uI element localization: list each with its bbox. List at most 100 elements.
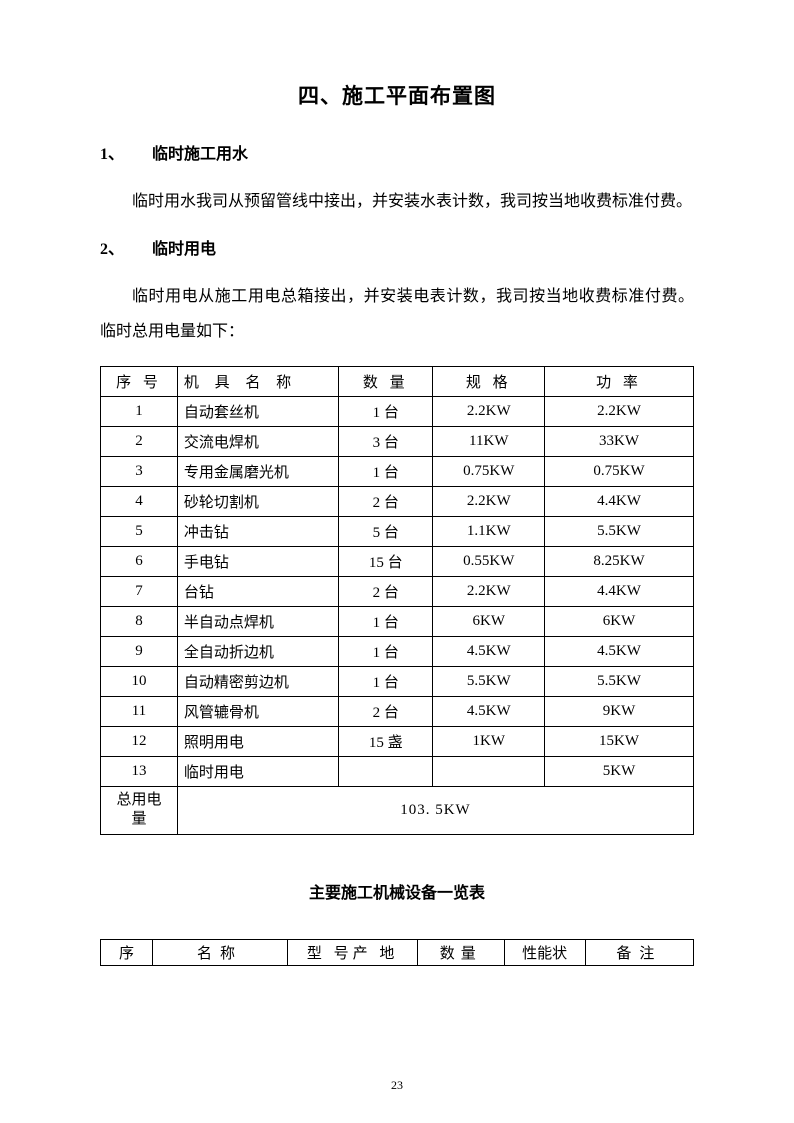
cell-qty: 2 台 xyxy=(339,696,433,726)
cell-seq: 12 xyxy=(101,726,178,756)
cell-spec: 2.2KW xyxy=(433,576,545,606)
cell-power: 5KW xyxy=(545,756,694,786)
page-number: 23 xyxy=(0,1078,794,1093)
table-row: 5 冲击钻 5 台 1.1KW 5.5KW xyxy=(101,516,694,546)
section-1-num: 1、 xyxy=(100,140,152,164)
cell-spec: 4.5KW xyxy=(433,636,545,666)
cell-name: 临时用电 xyxy=(177,756,338,786)
cell-spec: 5.5KW xyxy=(433,666,545,696)
table-row: 2 交流电焊机 3 台 11KW 33KW xyxy=(101,426,694,456)
cell-seq: 6 xyxy=(101,546,178,576)
cell-qty: 2 台 xyxy=(339,576,433,606)
cell-qty: 1 台 xyxy=(339,666,433,696)
header-seq: 序 号 xyxy=(101,366,178,396)
cell-power: 8.25KW xyxy=(545,546,694,576)
power-table: 序 号 机 具 名 称 数 量 规 格 功 率 1 自动套丝机 1 台 2.2K… xyxy=(100,366,694,835)
cell-qty: 1 台 xyxy=(339,636,433,666)
table-row: 8 半自动点焊机 1 台 6KW 6KW xyxy=(101,606,694,636)
cell-spec: 1.1KW xyxy=(433,516,545,546)
cell-power: 2.2KW xyxy=(545,396,694,426)
section-2-num: 2、 xyxy=(100,235,152,259)
header-spec: 规 格 xyxy=(433,366,545,396)
main-title: 四、施工平面布置图 xyxy=(100,80,694,110)
cell-spec: 4.5KW xyxy=(433,696,545,726)
cell-name: 风管辘骨机 xyxy=(177,696,338,726)
cell-name: 半自动点焊机 xyxy=(177,606,338,636)
cell-power: 4.5KW xyxy=(545,636,694,666)
table-row: 3 专用金属磨光机 1 台 0.75KW 0.75KW xyxy=(101,456,694,486)
equip-h3: 型 号产 地 xyxy=(288,939,418,965)
cell-seq: 4 xyxy=(101,486,178,516)
section-1-body: 临时用水我司从预留管线中接出，并安装水表计数，我司按当地收费标准付费。 xyxy=(100,184,694,219)
cell-power: 15KW xyxy=(545,726,694,756)
equipment-table: 序 名称 型 号产 地 数量 性能状 备注 xyxy=(100,939,694,966)
cell-qty: 15 台 xyxy=(339,546,433,576)
cell-name: 专用金属磨光机 xyxy=(177,456,338,486)
cell-seq: 8 xyxy=(101,606,178,636)
header-qty: 数 量 xyxy=(339,366,433,396)
cell-name: 交流电焊机 xyxy=(177,426,338,456)
equip-h2: 名称 xyxy=(152,939,287,965)
cell-qty: 1 台 xyxy=(339,396,433,426)
cell-power: 6KW xyxy=(545,606,694,636)
cell-qty: 1 台 xyxy=(339,456,433,486)
cell-spec xyxy=(433,756,545,786)
table-row: 4 砂轮切割机 2 台 2.2KW 4.4KW xyxy=(101,486,694,516)
cell-power: 33KW xyxy=(545,426,694,456)
table-total-row: 总用电量 103. 5KW xyxy=(101,786,694,834)
cell-name: 台钻 xyxy=(177,576,338,606)
cell-seq: 2 xyxy=(101,426,178,456)
cell-qty: 1 台 xyxy=(339,606,433,636)
total-value: 103. 5KW xyxy=(177,786,693,834)
cell-qty xyxy=(339,756,433,786)
cell-seq: 5 xyxy=(101,516,178,546)
cell-qty: 3 台 xyxy=(339,426,433,456)
cell-seq: 13 xyxy=(101,756,178,786)
table-row: 12 照明用电 15 盏 1KW 15KW xyxy=(101,726,694,756)
cell-spec: 1KW xyxy=(433,726,545,756)
total-label: 总用电量 xyxy=(101,786,178,834)
table-row: 13 临时用电 5KW xyxy=(101,756,694,786)
table-row: 7 台钻 2 台 2.2KW 4.4KW xyxy=(101,576,694,606)
section-1-heading: 1、临时施工用水 xyxy=(100,140,694,164)
cell-name: 冲击钻 xyxy=(177,516,338,546)
cell-spec: 2.2KW xyxy=(433,396,545,426)
cell-power: 5.5KW xyxy=(545,516,694,546)
header-power: 功 率 xyxy=(545,366,694,396)
table-header-row: 序 号 机 具 名 称 数 量 规 格 功 率 xyxy=(101,366,694,396)
equip-h1: 序 xyxy=(101,939,153,965)
cell-seq: 1 xyxy=(101,396,178,426)
cell-spec: 0.75KW xyxy=(433,456,545,486)
header-name: 机 具 名 称 xyxy=(177,366,338,396)
cell-name: 自动套丝机 xyxy=(177,396,338,426)
cell-spec: 0.55KW xyxy=(433,546,545,576)
cell-qty: 2 台 xyxy=(339,486,433,516)
cell-seq: 11 xyxy=(101,696,178,726)
table-row: 10 自动精密剪边机 1 台 5.5KW 5.5KW xyxy=(101,666,694,696)
cell-name: 全自动折边机 xyxy=(177,636,338,666)
cell-seq: 7 xyxy=(101,576,178,606)
cell-power: 9KW xyxy=(545,696,694,726)
cell-spec: 2.2KW xyxy=(433,486,545,516)
cell-power: 5.5KW xyxy=(545,666,694,696)
cell-power: 4.4KW xyxy=(545,576,694,606)
table-row: 11 风管辘骨机 2 台 4.5KW 9KW xyxy=(101,696,694,726)
equip-h4: 数量 xyxy=(418,939,505,965)
table-row: 6 手电钻 15 台 0.55KW 8.25KW xyxy=(101,546,694,576)
section-2-heading: 2、临时用电 xyxy=(100,235,694,259)
cell-seq: 9 xyxy=(101,636,178,666)
section-2-title: 临时用电 xyxy=(152,241,216,258)
cell-name: 照明用电 xyxy=(177,726,338,756)
table-row: 1 自动套丝机 1 台 2.2KW 2.2KW xyxy=(101,396,694,426)
equip-header-row: 序 名称 型 号产 地 数量 性能状 备注 xyxy=(101,939,694,965)
equip-h6: 备注 xyxy=(585,939,693,965)
cell-name: 手电钻 xyxy=(177,546,338,576)
cell-seq: 10 xyxy=(101,666,178,696)
cell-qty: 5 台 xyxy=(339,516,433,546)
cell-power: 4.4KW xyxy=(545,486,694,516)
cell-qty: 15 盏 xyxy=(339,726,433,756)
table-row: 9 全自动折边机 1 台 4.5KW 4.5KW xyxy=(101,636,694,666)
section-2-body: 临时用电从施工用电总箱接出，并安装电表计数，我司按当地收费标准付费。 临时总用电… xyxy=(100,279,694,349)
cell-spec: 11KW xyxy=(433,426,545,456)
equip-h5: 性能状 xyxy=(504,939,585,965)
